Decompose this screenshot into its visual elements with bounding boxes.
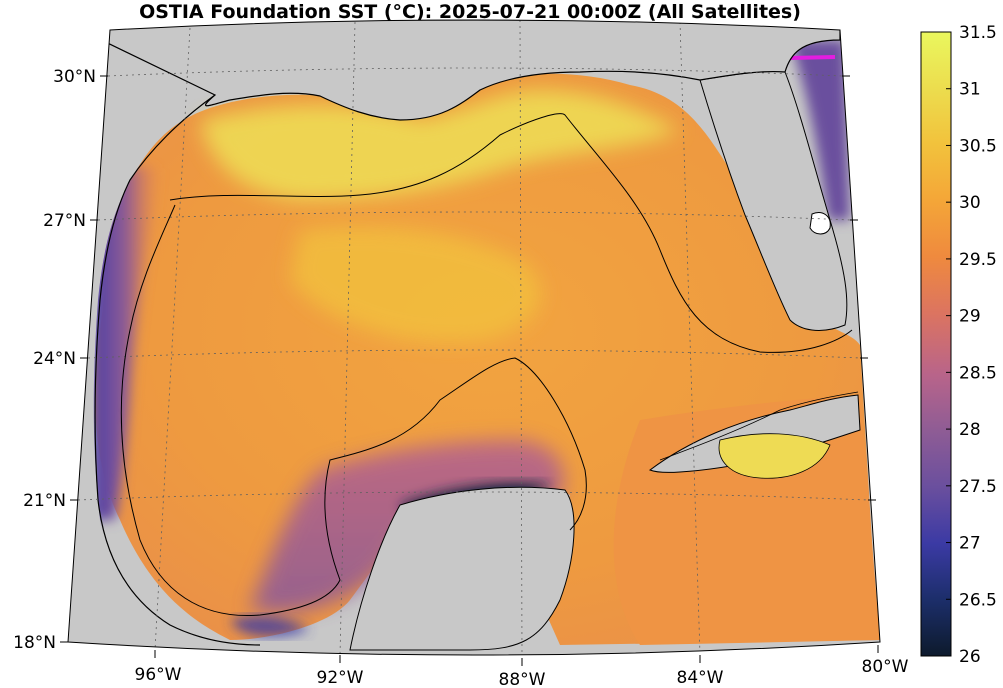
- cuba-warm-shelf: [718, 433, 831, 479]
- page-title: OSTIA Foundation SST (°C): 2025-07-21 00…: [139, 1, 801, 23]
- graticule: [77, 20, 869, 655]
- shelf-contour-north: [169, 113, 853, 353]
- shelf-contour-east: [659, 391, 859, 461]
- yucatan-land: [349, 486, 575, 651]
- map-border: [67, 19, 881, 656]
- lat-label-24n: 24°N: [33, 349, 76, 369]
- lat-label-18n: 18°N: [13, 633, 56, 653]
- lon-label-88w: 88°W: [499, 670, 546, 688]
- shelf-contour-west: [120, 204, 587, 617]
- colorbar-tick-label: 29: [959, 307, 981, 327]
- colorbar-tick-label: 31.5: [959, 23, 997, 43]
- colorbar: [920, 31, 952, 657]
- lat-label-27n: 27°N: [43, 211, 86, 231]
- lon-label-80w: 80°W: [862, 657, 909, 677]
- colorbar-tick-label: 26: [959, 647, 981, 667]
- florida-atlantic-cool: [790, 40, 850, 220]
- west-coastline: [94, 94, 261, 646]
- colorbar-tick-label: 27: [959, 534, 981, 554]
- colorbar-tick-label: 30: [959, 193, 981, 213]
- lat-label-21n: 21°N: [23, 491, 66, 511]
- graticule-lon-88w: [519, 20, 523, 655]
- colorbar-tick-label: 28: [959, 420, 981, 440]
- colorbar-tick-label: 27.5: [959, 477, 997, 497]
- south-campeche-cool: [230, 616, 310, 637]
- graticule-lat-21n: [77, 491, 869, 501]
- colorbar-tick-label: 31: [959, 80, 981, 100]
- lake-okeechobee: [809, 212, 831, 235]
- colorbar-ticks: 31.5 31 30.5 30 29.5 29 28.5 28 27.5 27 26.5 26: [946, 23, 997, 667]
- lon-label-92w: 92°W: [317, 668, 364, 688]
- west-cool-strip: [92, 166, 160, 520]
- colorbar-tick-label: 30.5: [959, 136, 997, 156]
- warm-shelf-band: [200, 90, 680, 200]
- lat-label-30n: 30°N: [53, 67, 96, 87]
- colorbar-tick-label: 26.5: [959, 590, 997, 610]
- magenta-marker: [789, 55, 836, 60]
- cuba-land: [648, 394, 861, 473]
- map-ticks: [60, 75, 879, 666]
- graticule-lon-96w: [154, 27, 191, 651]
- lon-label-84w: 84°W: [677, 668, 724, 688]
- graticule-lat-30n: [107, 67, 843, 77]
- warm-central-patch: [290, 226, 541, 342]
- colorbar-tick-label: 29.5: [959, 250, 997, 270]
- north-coast-land: [68, 20, 841, 121]
- map-area: [68, 20, 880, 655]
- lon-label-96w: 96°W: [135, 665, 182, 685]
- colorbar-tick-label: 28.5: [959, 363, 997, 383]
